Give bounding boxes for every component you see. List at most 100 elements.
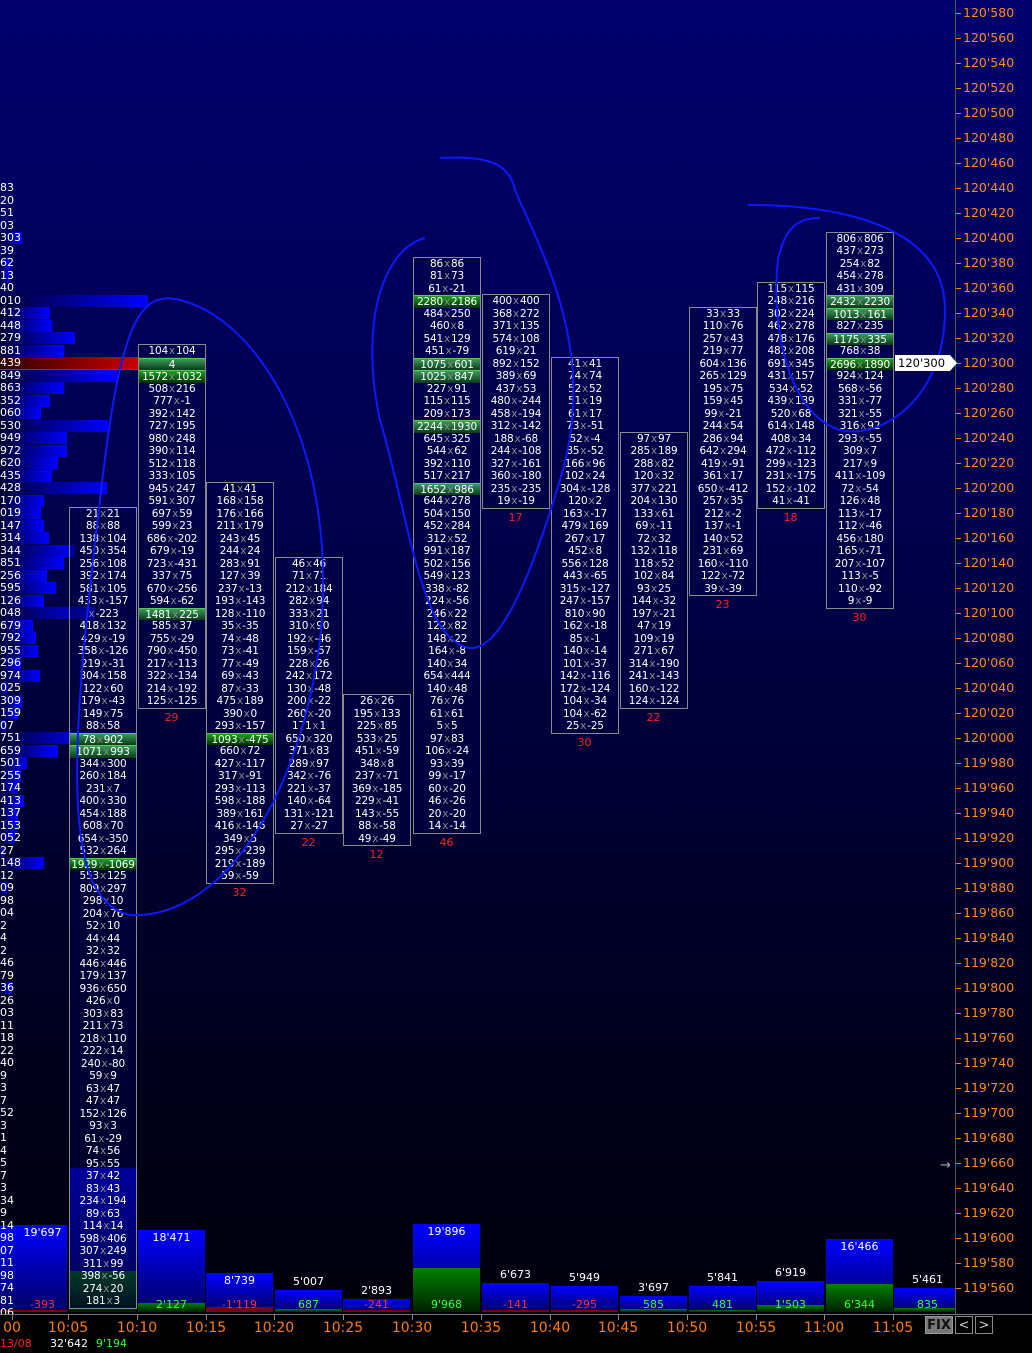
separator: x [98, 832, 105, 845]
footprint-column-1010[interactable]: 104x104 4 1572x1032 508x216 777x-1 392x142 727… [138, 344, 206, 709]
bid-volume: 460 [430, 320, 450, 333]
footprint-cell: 104x-62 [552, 708, 618, 721]
footprint-column-1055[interactable]: 115x115 248x216 302x224 462x278 478x176 482x2… [757, 281, 825, 509]
footprint-cell: 231x-175 [758, 470, 824, 483]
footprint-column-1100[interactable]: 806x806 437x273 254x82 454x278 431x309 2432x2… [826, 231, 894, 609]
separator: x [235, 870, 242, 883]
bid-volume: 454 [836, 270, 857, 283]
footprint-column-1015[interactable]: 41x41 168x158 176x166 211x179 243x45 244x24 28… [206, 481, 274, 884]
delta-value: 300 [107, 757, 127, 770]
delta-value: -113 [242, 782, 266, 795]
bid-volume: 25 [566, 720, 580, 733]
footprint-cell: 212x-2 [690, 508, 756, 521]
delta-value: 114 [176, 445, 196, 458]
time-tick [137, 1315, 138, 1320]
profile-value: 881 [0, 343, 21, 357]
price-axis[interactable]: 120'580 120'560 120'540 120'520 120'500 120'4… [955, 0, 1032, 1314]
separator: x [240, 570, 247, 583]
separator: x [99, 882, 106, 895]
profile-value: 98 [0, 1231, 14, 1244]
separator: x [442, 807, 449, 820]
price-label: 120'060 [963, 655, 1015, 670]
footprint-column-1035[interactable]: 400x400 368x272 371x135 574x108 619x21 892x15… [482, 294, 550, 509]
footprint-column-1040[interactable]: 41x41 74x74 52x52 51x19 61x17 73x-51 52x-4 85x-… [551, 356, 619, 734]
separator: x [581, 357, 588, 370]
footprint-cell: 240x-80 [70, 1058, 136, 1071]
footprint-cell: 389x69 [483, 370, 549, 383]
footprint-column-1050[interactable]: 33x33 110x76 257x43 219x77 604x136 265x129 195… [689, 306, 757, 597]
separator: x [443, 395, 450, 408]
footprint-column-1020[interactable]: 46x46 71x71 212x184 282x94 333x21 310x90 192x-… [275, 556, 343, 834]
separator: x [445, 345, 452, 358]
price-tick [956, 988, 961, 989]
bid-volume: 456 [836, 532, 857, 545]
bid-volume: 1175 [833, 333, 860, 346]
bid-volume: 723 [146, 557, 167, 570]
bid-volume: 227 [426, 382, 447, 395]
separator: x [516, 382, 523, 395]
footprint-cell: 333x21 [276, 608, 342, 621]
scroll-left-button[interactable]: < [955, 1316, 973, 1334]
bid-volume: 179 [80, 695, 101, 708]
delta-value: 43 [107, 1182, 120, 1195]
separator: x [443, 670, 450, 683]
separator: x [511, 482, 518, 495]
volume-bar: 5'841 [689, 1272, 756, 1312]
footprint-column-1005[interactable]: 21x21 88x88 138x104 450x354 256x108 392x174 58… [69, 506, 137, 1309]
bid-volume: 289 [288, 757, 309, 770]
separator: x [583, 432, 590, 445]
bid-volume: 217 [843, 457, 863, 470]
delta-value: 224 [795, 307, 815, 320]
footprint-cell: 327x-161 [483, 458, 549, 471]
delta-value: -48 [314, 682, 332, 695]
footprint-cell: 1071x993 [70, 745, 136, 758]
scroll-right-button[interactable]: > [975, 1316, 993, 1334]
fix-button[interactable]: FIX [925, 1316, 953, 1334]
footprint-chart-area[interactable]: 83 20 51 03 303 39 62 13 40 010 412 448 279 881 439 849… [0, 0, 955, 1314]
footprint-column-1045[interactable]: 97x97 285x189 288x82 120x32 377x221 204x130 13… [620, 431, 688, 709]
separator: x [377, 732, 384, 745]
separator: x [580, 670, 587, 683]
volume-label: 5'949 [568, 1270, 601, 1284]
delta-value: 194 [107, 1195, 127, 1208]
time-axis[interactable]: 00 10:05 10:10 10:15 10:20 10:25 10:30 10:35 10:… [0, 1314, 1032, 1353]
profile-row: 11 [0, 1257, 14, 1269]
footprint-cell: 265x129 [690, 370, 756, 383]
footprint-cell: 274x20 [70, 1283, 136, 1296]
delta-value: -122 [656, 682, 680, 695]
footprint-column-1025[interactable]: 26x26 195x133 225x85 533x25 451x-59 348x8 237x… [343, 694, 411, 847]
delta-label: 481 [712, 1298, 733, 1311]
footprint-cell: 152x126 [70, 1108, 136, 1121]
delta-value: 22 [454, 607, 468, 620]
price-label: 119'740 [963, 1055, 1015, 1070]
separator: x [238, 582, 245, 595]
profile-value: 972 [0, 443, 21, 457]
footprint-cell: 358x-126 [70, 645, 136, 658]
separator: x [99, 920, 106, 933]
footprint-cell: 286x94 [690, 433, 756, 446]
profile-row: 11 [0, 1019, 14, 1032]
delta-value: -29 [177, 632, 195, 645]
separator: x [99, 757, 106, 770]
delta-value: -57 [314, 645, 332, 658]
delta-value: -25 [587, 720, 604, 733]
footprint-column-1030[interactable]: 86x86 81x73 61x-21 2280x2186 484x250 460x8 541… [413, 256, 481, 834]
footprint-cell: 411x-109 [827, 470, 893, 483]
time-tick [12, 1315, 13, 1320]
profile-row: 03 [0, 219, 14, 232]
bid-volume: 163 [562, 507, 583, 520]
price-tick [956, 263, 961, 264]
separator: x [860, 333, 867, 346]
delta-label: 1'503 [774, 1298, 807, 1311]
footprint-cell: 47x47 [70, 1095, 136, 1108]
delta-value: 189 [658, 445, 678, 458]
date-label: 13/08 [0, 1337, 32, 1350]
bid-volume: 85 [566, 445, 580, 458]
footprint-cell: 21x21 [70, 508, 136, 521]
separator: x [588, 495, 595, 508]
delta-value: 247 [176, 482, 196, 495]
bid-volume: 945 [148, 482, 169, 495]
delta-value: 1930 [451, 421, 477, 434]
scroll-arrow-icon[interactable]: → [940, 1158, 951, 1173]
separator: x [103, 1120, 110, 1133]
